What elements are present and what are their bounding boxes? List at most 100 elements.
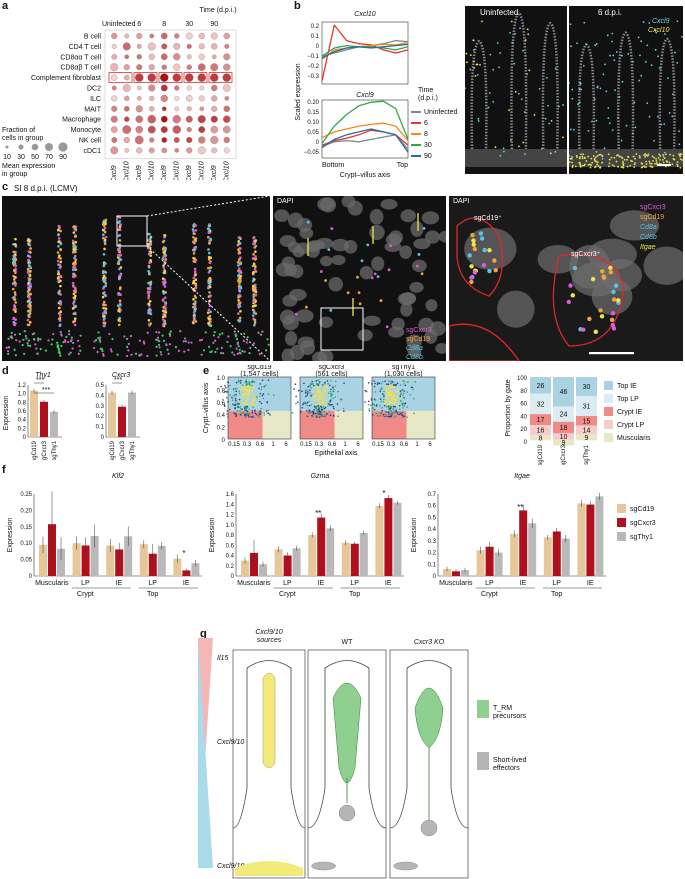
cyan-spot (509, 31, 511, 34)
a-dot (210, 32, 218, 40)
a-dot (198, 32, 205, 40)
e-legend-label: Crypt IE (617, 409, 643, 416)
e-point (263, 412, 265, 414)
cell-mark (13, 295, 16, 299)
e-point (324, 414, 327, 417)
e-legend-swatch (604, 381, 613, 390)
yellow-spot (680, 153, 683, 156)
a-dot (111, 137, 118, 143)
cell-mark (118, 225, 122, 228)
e-point (320, 410, 323, 412)
cyan-spot (640, 40, 643, 43)
e-point (401, 389, 404, 391)
cell-mark (58, 352, 61, 355)
e-point (239, 409, 241, 412)
cyan-spot (595, 119, 598, 122)
e-point (318, 390, 320, 392)
cell-mark (163, 296, 167, 300)
cell-mark (103, 242, 107, 246)
f-compartment: LP (485, 580, 494, 587)
cell-mark (33, 338, 36, 341)
cell-mark (26, 254, 30, 258)
cell-mark (116, 256, 120, 259)
e-point (364, 401, 366, 403)
a-size-legend-value: 10 (3, 154, 11, 161)
cell-mark (28, 243, 32, 247)
e-point (399, 393, 402, 396)
e-bar-ylabel: Proportion by gate (505, 379, 512, 436)
f-ytick: 0.6 (226, 543, 235, 549)
cell-mark (116, 292, 120, 295)
a-color-legend-title: Mean expression (2, 163, 55, 170)
e-point (392, 386, 395, 388)
nucleus (312, 351, 328, 361)
cyan-spot (611, 40, 614, 43)
e-point (369, 404, 372, 407)
villus-outline (541, 21, 559, 150)
nucleus (411, 259, 427, 273)
cell-mark (191, 228, 195, 231)
transcript-spot (599, 269, 605, 274)
e-bar-value: 10 (560, 434, 568, 441)
cell-mark (161, 277, 165, 280)
e-xtick: 6 (284, 442, 288, 448)
e-point (246, 412, 249, 415)
e-point (393, 396, 396, 399)
e-point (302, 403, 304, 406)
cell-mark (59, 248, 63, 252)
cyan-spot (650, 64, 653, 67)
a-dot (136, 44, 142, 49)
nucleus (284, 330, 298, 346)
f-bar (528, 523, 537, 576)
b-top-ytick: −0.1 (307, 54, 320, 60)
cyan-spot (631, 132, 634, 135)
e-point (413, 412, 415, 415)
e-point (404, 402, 407, 405)
e-ytick: 0.6 (217, 401, 226, 407)
cell-mark (92, 346, 96, 350)
e-ylabel: Crypt–villus axis (203, 382, 210, 433)
cyan-spot (587, 129, 590, 132)
e-bar-segment (576, 416, 597, 426)
yellow-spot (533, 114, 536, 116)
cell-mark (194, 296, 198, 299)
e-bar-ytick: 100 (517, 376, 528, 382)
cell-mark (207, 308, 211, 312)
cell-mark (149, 240, 152, 244)
e-point (241, 384, 244, 386)
cyan-spot (602, 73, 605, 76)
e-xtick: 0.6 (400, 442, 409, 448)
nucleus (369, 224, 385, 241)
cell-mark (103, 293, 107, 297)
cell-mark (11, 257, 15, 261)
e-point (305, 393, 307, 395)
e-point (391, 412, 394, 415)
b-bottom-ytick: 0 (316, 140, 320, 146)
cell-mark (248, 352, 251, 355)
nucleus (497, 290, 535, 328)
e-point (233, 394, 236, 396)
cell-mark (127, 342, 130, 346)
cell-mark (26, 267, 30, 271)
e-point (236, 409, 239, 412)
e-point (396, 404, 399, 407)
a-dot (174, 33, 180, 39)
yellow-spot (587, 163, 590, 166)
transcript-spot (471, 238, 476, 243)
e-point (393, 416, 395, 418)
e-point (251, 389, 254, 392)
transcript-spot (481, 262, 487, 268)
a-dot (160, 115, 168, 123)
a-dot (198, 136, 206, 144)
nucleus (380, 199, 398, 210)
e-point (232, 388, 235, 390)
f-bar (375, 505, 384, 576)
e-bar-value: 8 (539, 435, 543, 442)
e-point (386, 394, 388, 397)
e-point (342, 408, 345, 410)
e-point (323, 387, 326, 390)
b-bottom-ytick: 0.10 (307, 120, 319, 126)
e-point (386, 406, 388, 408)
e-point (226, 413, 228, 415)
cell-mark (101, 312, 105, 315)
